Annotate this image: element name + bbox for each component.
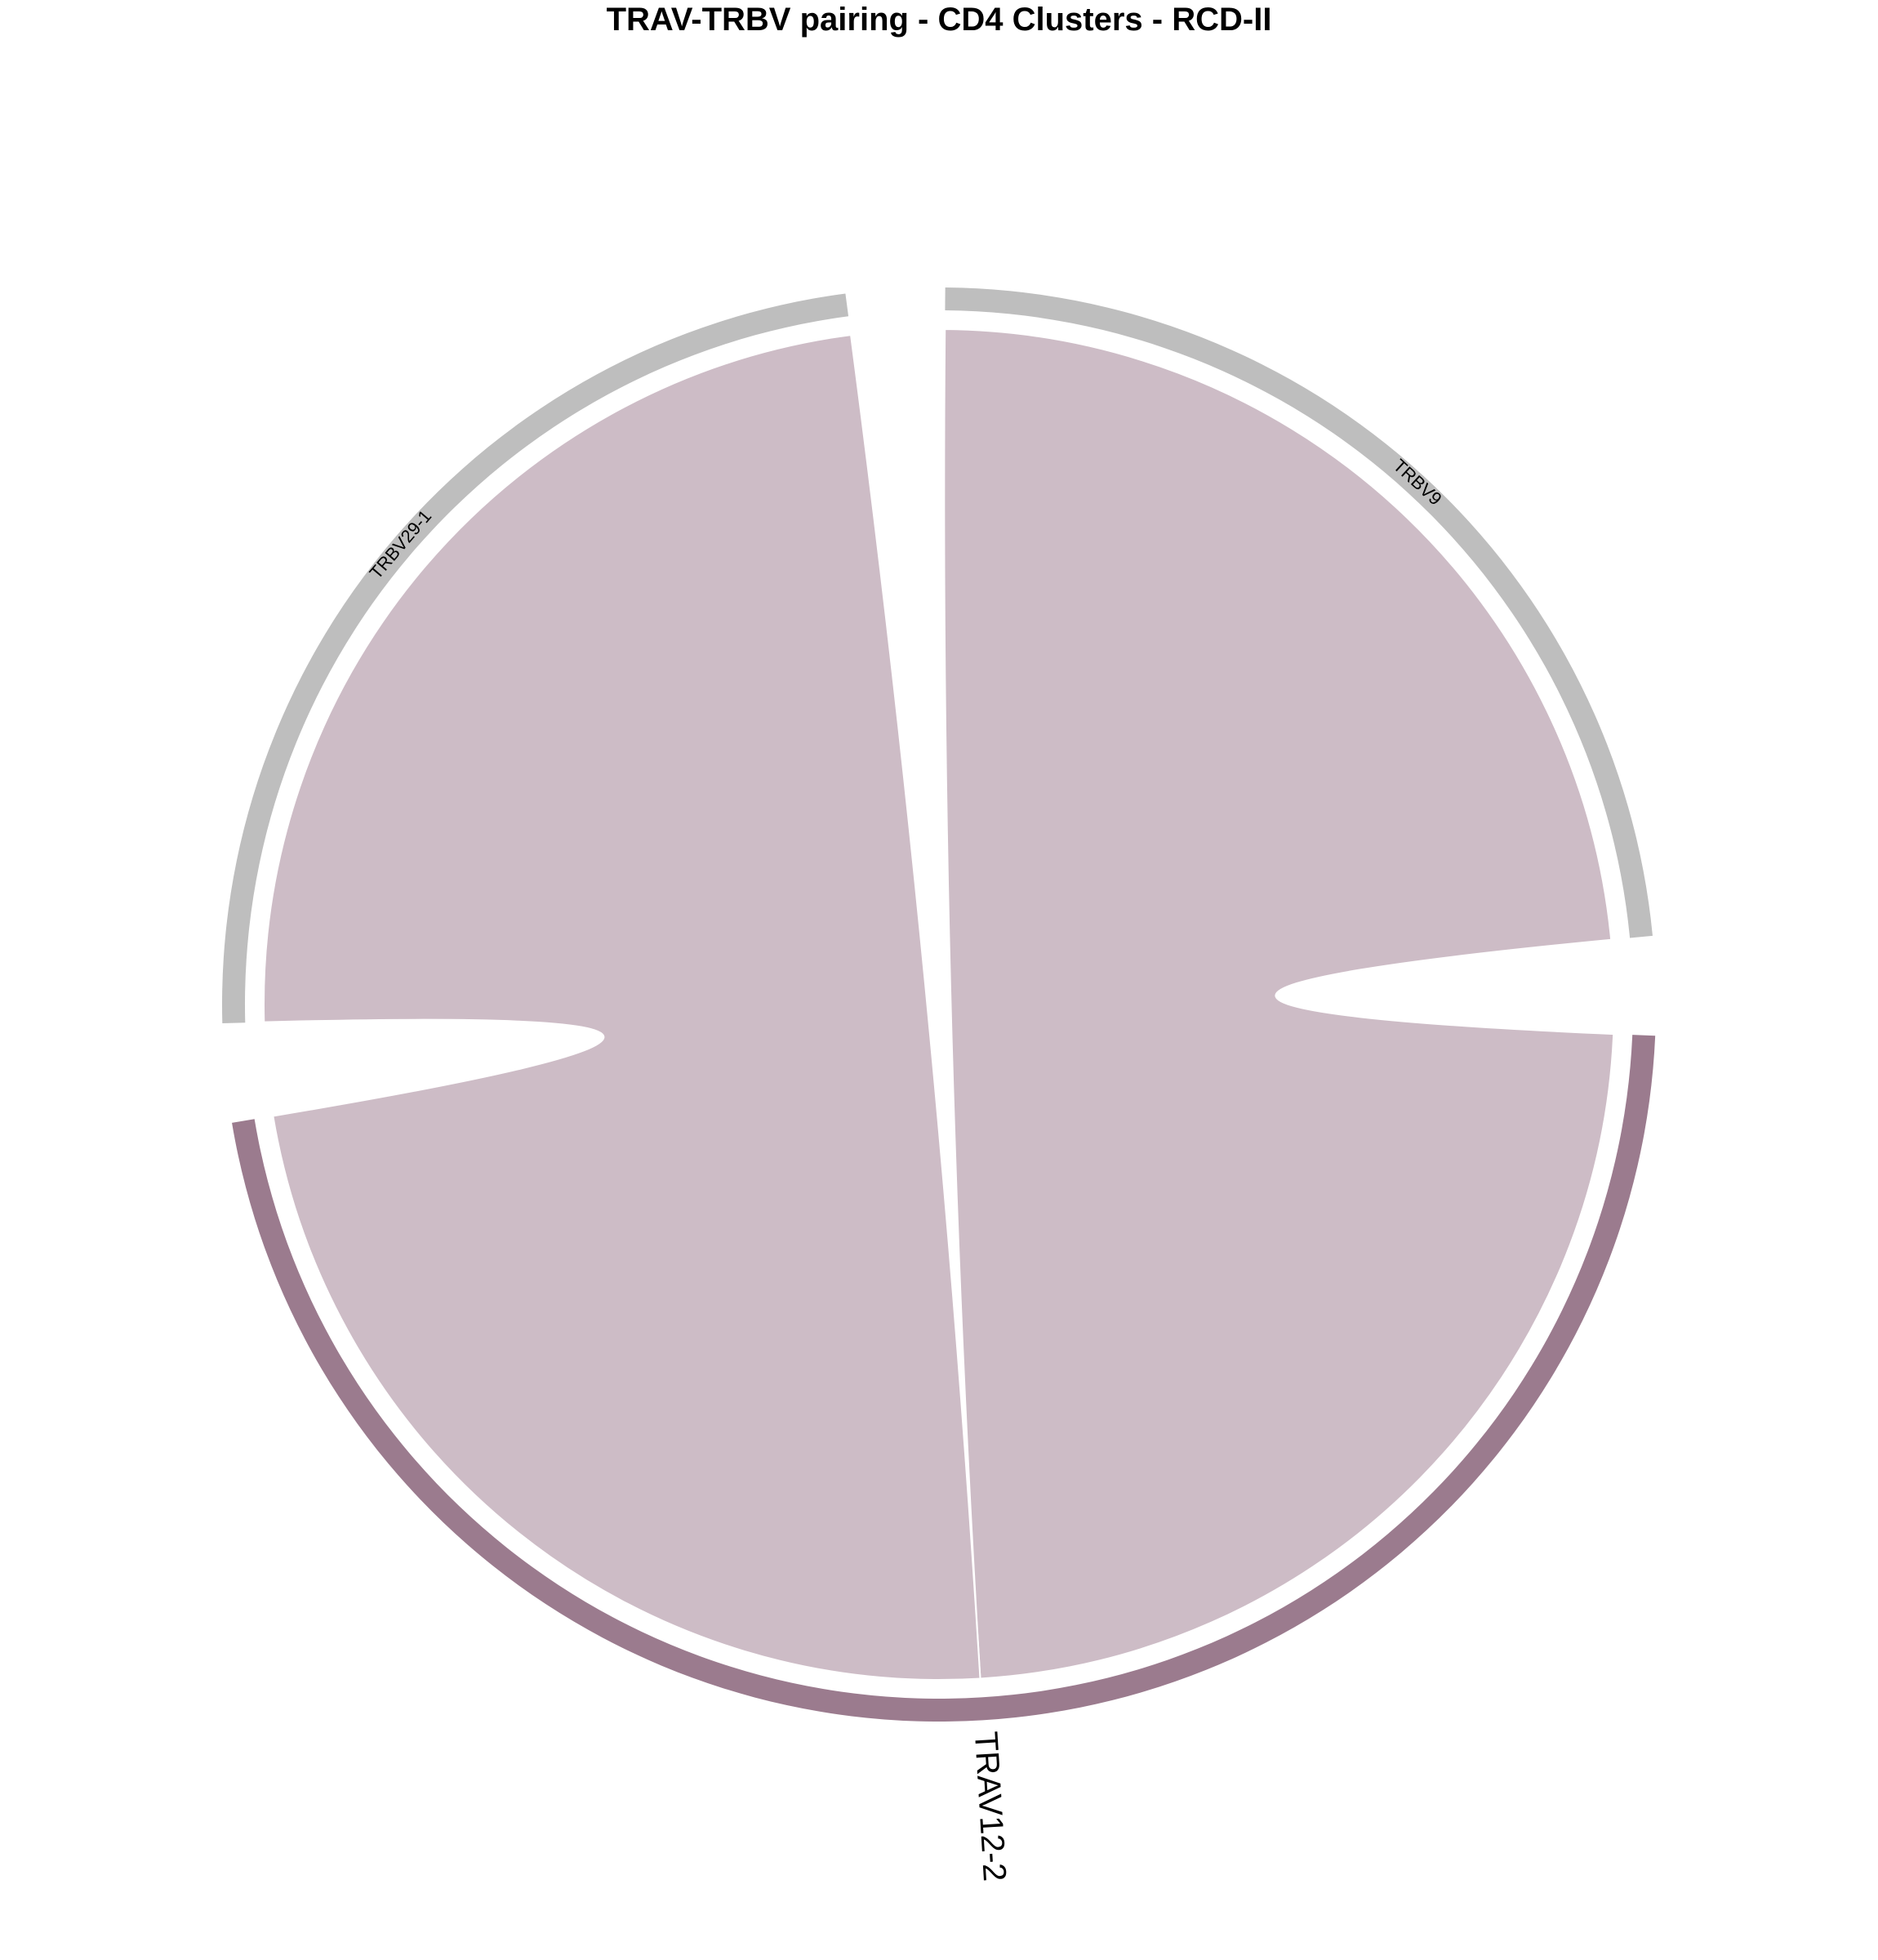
link-trav12-2-trbv29-1	[263, 333, 981, 1681]
link-trav12-2-trbv9	[943, 328, 1615, 1680]
chart-title: TRAV-TRBV pairing - CD4 Clusters - RCD-I…	[606, 2, 1272, 38]
sector-trbv29-1	[222, 293, 849, 1023]
links-layer	[263, 328, 1615, 1681]
sector-label-trav12-2: TRAV12-2	[968, 1731, 1012, 1882]
sectors-layer	[222, 287, 1656, 1722]
